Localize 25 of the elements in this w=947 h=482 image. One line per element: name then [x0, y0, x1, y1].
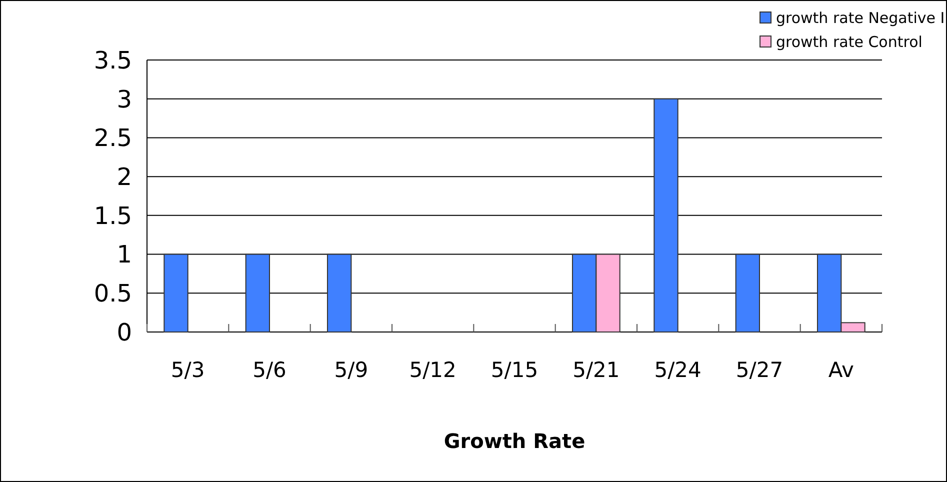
x-tick-label: 5/3 — [170, 358, 205, 382]
text: Growth Rate — [444, 429, 586, 453]
y-tick-label: 2.5 — [94, 124, 132, 152]
bar — [164, 254, 188, 332]
x-tick-label: 5/6 — [252, 358, 286, 382]
x-tick-label: 5/12 — [409, 358, 456, 382]
bar — [735, 254, 760, 332]
x-tick-label: 5/9 — [334, 358, 368, 382]
x-tick-label: 5/15 — [490, 358, 538, 382]
y-tick-label: 2 — [116, 162, 132, 191]
y-tick-label: 3.5 — [94, 46, 132, 74]
x-tick-label: 5/24 — [654, 358, 702, 382]
y-tick-label: 0 — [116, 318, 132, 346]
y-tick-label: 3 — [116, 85, 132, 114]
x-tick-label: 5/21 — [572, 358, 620, 382]
x-tick-label: Av — [828, 358, 854, 382]
y-tick-label: 1 — [116, 240, 132, 269]
bar — [326, 254, 352, 332]
legend-label: growth rate Negative I — [776, 9, 945, 27]
y-tick-label: 1.5 — [94, 202, 132, 230]
bar — [654, 98, 678, 332]
bar — [245, 254, 270, 332]
legend-label: growth rate Control — [776, 33, 922, 51]
y-tick-label: 0.5 — [94, 280, 132, 308]
x-tick-label: 5/27 — [736, 358, 784, 382]
